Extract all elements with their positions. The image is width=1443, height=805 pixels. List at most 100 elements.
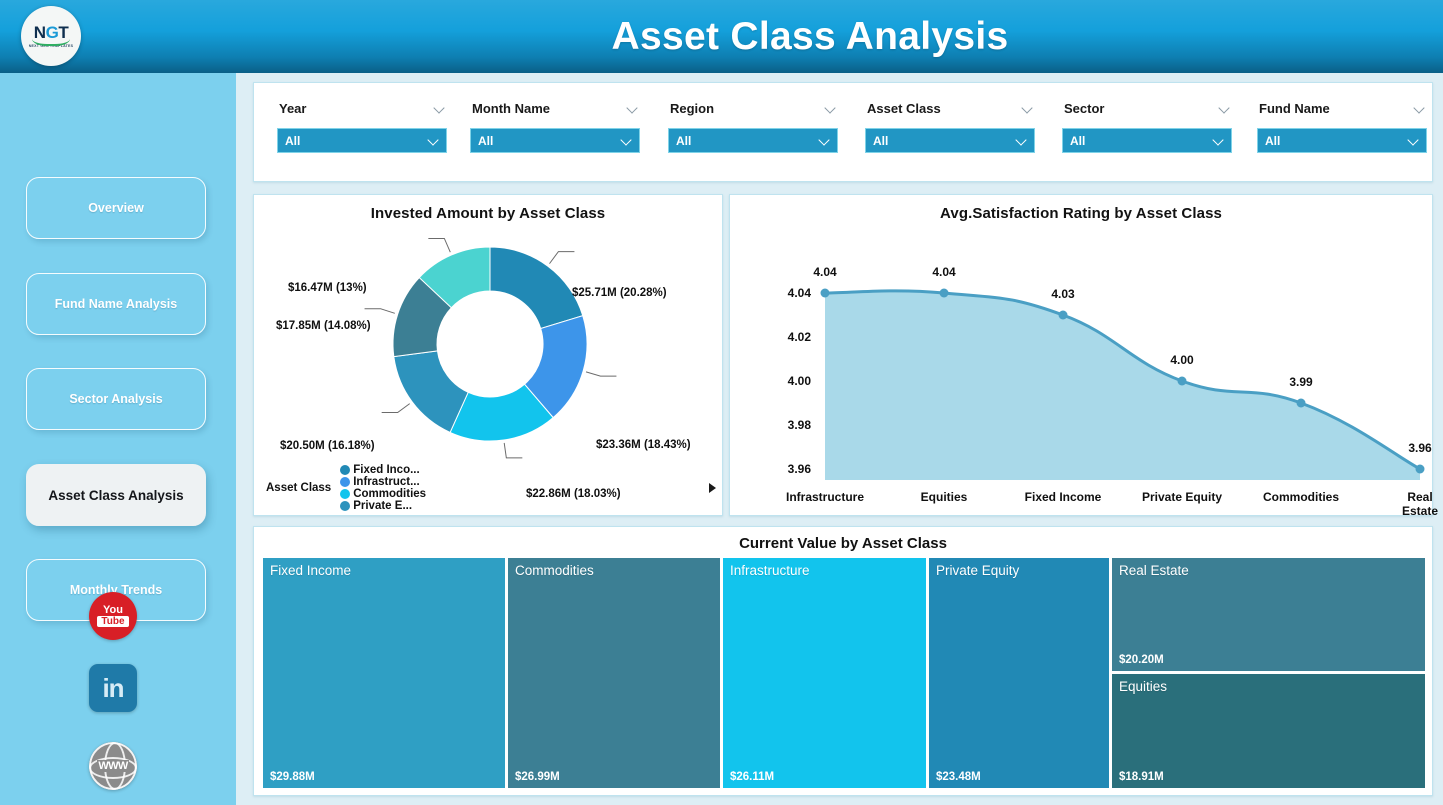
filter-label: Asset Class (867, 100, 941, 116)
donut-leader-line (364, 308, 395, 314)
filter-header[interactable]: Fund Name (1257, 97, 1427, 119)
chevron-down-icon[interactable] (819, 135, 830, 146)
satisfaction-title: Avg.Satisfaction Rating by Asset Class (940, 205, 1222, 222)
data-point-label: 4.04 (932, 265, 956, 279)
area-chart[interactable]: 3.96 3.98 4.00 4.02 4.04 Infrastructure Equiti… (730, 227, 1438, 518)
donut-chart[interactable]: $25.71M (20.28%) $23.36M (18.43%) $22.86M … (254, 225, 724, 500)
x-axis-tick: Equities (920, 490, 968, 504)
sidebar-item-fund-name-analysis[interactable]: Fund Name Analysis (26, 273, 206, 335)
chevron-down-icon[interactable] (627, 103, 638, 114)
treemap-tile[interactable]: Private Equity $23.48M (929, 558, 1109, 788)
chevron-down-icon[interactable] (621, 135, 632, 146)
data-point[interactable] (1058, 310, 1068, 320)
legend-swatch-icon (340, 489, 351, 499)
chevron-down-icon[interactable] (1016, 135, 1027, 146)
legend-item-label: Fixed Inco... (353, 464, 420, 476)
filter-value: All (1070, 133, 1086, 148)
filter-label: Fund Name (1259, 100, 1330, 116)
filter-label: Month Name (472, 100, 550, 116)
legend-item[interactable]: Fixed Inco... (340, 464, 426, 476)
treemap-tile[interactable]: Fixed Income $29.88M (263, 558, 505, 788)
filter-header[interactable]: Asset Class (865, 97, 1035, 119)
y-axis-tick: 4.04 (787, 286, 811, 300)
treemap-tile-value: $23.48M (936, 771, 981, 783)
chevron-down-icon[interactable] (1022, 103, 1033, 114)
donut-slice-label: $25.71M (20.28%) (572, 287, 667, 299)
invested-amount-title: Invested Amount by Asset Class (370, 205, 606, 222)
sidebar-item-label: Overview (88, 201, 144, 215)
donut-slice-label: $23.36M (18.43%) (596, 439, 691, 451)
ngt-logo: NGT NEXT GEN TEMPLATES (21, 6, 81, 66)
data-point[interactable] (820, 288, 830, 298)
treemap-tile[interactable]: Equities $18.91M (1112, 674, 1425, 788)
filter-dropdown[interactable]: All (1062, 128, 1232, 153)
linkedin-glyph: in (102, 673, 124, 703)
filter-year: Year All (277, 97, 447, 153)
current-value-card: Current Value by Asset Class Fixed Incom… (253, 526, 1433, 796)
filter-header[interactable]: Year (277, 97, 447, 119)
x-axis-tick: Infrastructure (785, 490, 865, 504)
donut-slice[interactable] (489, 246, 584, 330)
legend-title: Asset Class (266, 482, 332, 494)
data-point[interactable] (1415, 464, 1425, 474)
filter-label: Year (279, 100, 307, 116)
treemap-tile-value: $20.20M (1119, 654, 1164, 666)
filter-dropdown[interactable]: All (277, 128, 447, 153)
linkedin-icon[interactable]: in (89, 664, 137, 712)
invested-amount-card: Invested Amount by Asset Class $25.71M (… (253, 194, 723, 516)
chevron-down-icon[interactable] (825, 103, 836, 114)
filter-value: All (285, 133, 301, 148)
youtube-icon[interactable]: You Tube (89, 592, 137, 640)
legend-item[interactable]: Infrastruct... (340, 476, 426, 488)
treemap-tile-value: $18.91M (1119, 771, 1164, 783)
legend-item[interactable]: Private E... (340, 500, 426, 512)
area-chart-svg (820, 288, 1425, 480)
sidebar-item-asset-class-analysis[interactable]: Asset Class Analysis (26, 464, 206, 526)
website-icon[interactable]: WWW (89, 742, 137, 790)
treemap-tile[interactable]: Infrastructure $26.11M (723, 558, 926, 788)
legend-swatch-icon (340, 477, 351, 487)
y-axis-tick: 4.02 (787, 330, 811, 344)
chevron-down-icon[interactable] (1408, 135, 1419, 146)
youtube-you-text: You (103, 604, 123, 616)
filter-fund-name: Fund Name All (1257, 97, 1427, 153)
filter-label: Sector (1064, 100, 1105, 116)
logo-tagline: NEXT GEN TEMPLATES (28, 44, 74, 48)
filter-header[interactable]: Region (668, 97, 838, 119)
treemap-tile[interactable]: Commodities $26.99M (508, 558, 720, 788)
filter-bar: Year All Month Name All Region All Asset Class… (253, 82, 1433, 182)
data-point[interactable] (1177, 376, 1187, 386)
filter-region: Region All (668, 97, 838, 153)
sidebar: Overview Fund Name Analysis Sector Analysi… (0, 73, 236, 805)
filter-header[interactable]: Sector (1062, 97, 1232, 119)
y-axis-tick: 3.96 (787, 462, 811, 476)
filter-dropdown[interactable]: All (470, 128, 640, 153)
chevron-down-icon[interactable] (428, 135, 439, 146)
chevron-down-icon[interactable] (1213, 135, 1224, 146)
treemap-tile[interactable]: Real Estate $20.20M (1112, 558, 1425, 671)
filter-dropdown[interactable]: All (865, 128, 1035, 153)
logo-wordmark: NGT (33, 23, 69, 42)
chevron-down-icon[interactable] (1219, 103, 1230, 114)
filter-dropdown[interactable]: All (668, 128, 838, 153)
x-axis-tick: Real Estate (1401, 490, 1439, 518)
legend-item[interactable]: Commodities (340, 488, 426, 500)
filter-header[interactable]: Month Name (470, 97, 640, 119)
donut-slice[interactable] (418, 246, 491, 309)
legend-items: Fixed Inco... Infrastruct... Commodities Pr… (340, 464, 426, 512)
data-point[interactable] (1296, 398, 1306, 408)
data-point-label: 4.00 (1170, 353, 1194, 367)
chevron-down-icon[interactable] (434, 103, 445, 114)
sidebar-item-overview[interactable]: Overview (26, 177, 206, 239)
sidebar-item-sector-analysis[interactable]: Sector Analysis (26, 368, 206, 430)
y-axis-tick: 3.98 (787, 418, 811, 432)
filter-month-name: Month Name All (470, 97, 640, 153)
filter-dropdown[interactable]: All (1257, 128, 1427, 153)
data-point[interactable] (939, 288, 949, 298)
legend-next-arrow-icon[interactable] (709, 483, 716, 493)
www-text: WWW (97, 760, 129, 772)
chevron-down-icon[interactable] (1414, 103, 1425, 114)
legend-item-label: Infrastruct... (353, 476, 420, 488)
treemap-tile-label: Private Equity (936, 563, 1020, 578)
